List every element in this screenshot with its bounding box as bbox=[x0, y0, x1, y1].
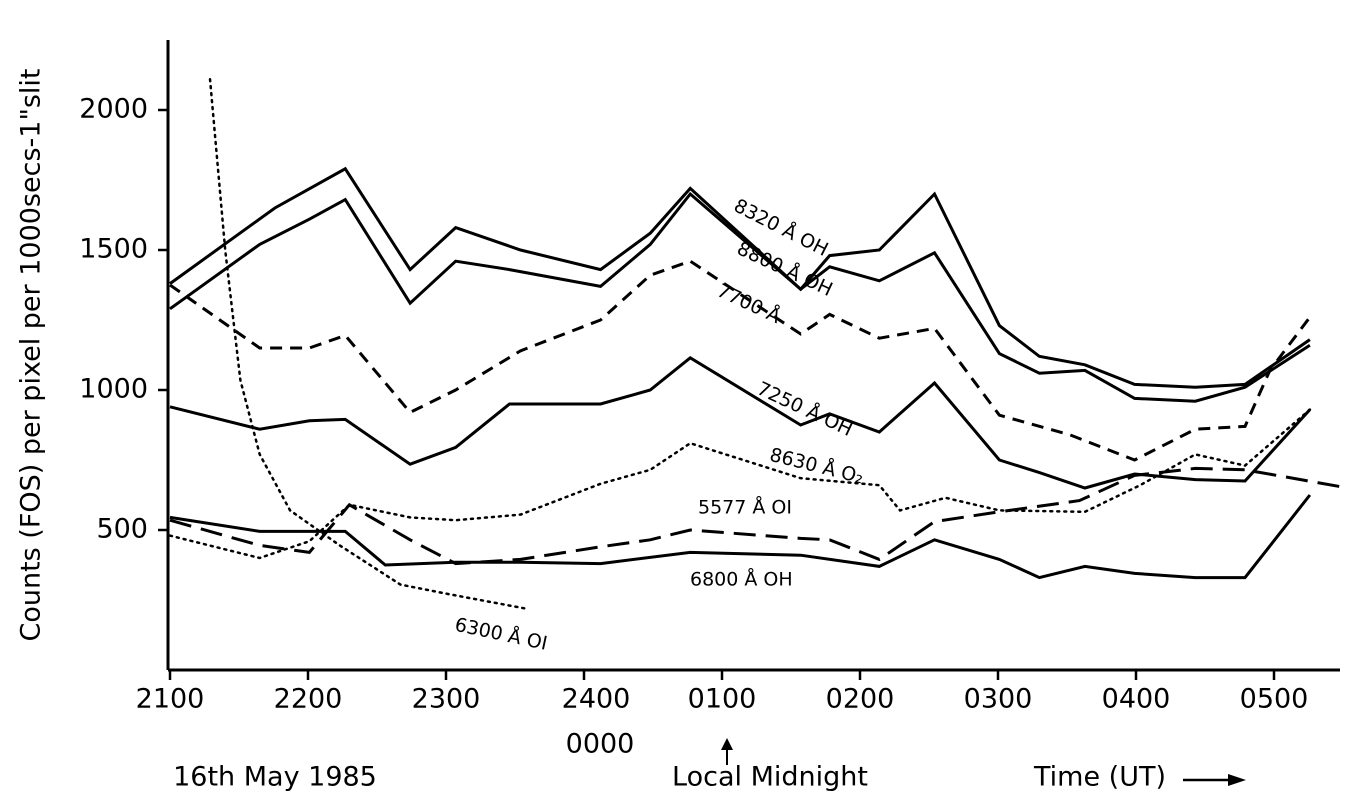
series-label: 6300 Å OI bbox=[453, 613, 550, 655]
series-line bbox=[169, 166, 1311, 389]
annotation: 16th May 1985 bbox=[173, 762, 377, 793]
series-line bbox=[208, 77, 526, 610]
series-line bbox=[169, 355, 1311, 490]
series-line bbox=[169, 466, 1341, 566]
x-tick-label: 2200 bbox=[274, 684, 343, 715]
series-label: 7250 Å OH bbox=[754, 377, 857, 441]
y-tick-label: 2000 bbox=[79, 94, 148, 125]
time-arrowhead bbox=[1228, 774, 1246, 786]
x-tick-label: 0100 bbox=[688, 684, 757, 715]
annotation: Time (UT) bbox=[1033, 762, 1166, 793]
series-label: 5577 Å OI bbox=[698, 496, 792, 519]
series-label: 6800 Å OH bbox=[690, 568, 793, 591]
midnight-arrowhead bbox=[721, 738, 733, 750]
x-tick-label: 2100 bbox=[136, 684, 205, 715]
x-tick-label: 0500 bbox=[1240, 684, 1309, 715]
annotation: 0000 bbox=[566, 729, 635, 760]
y-axis-label: Counts (FOS) per pixel per 1000secs-1"sl… bbox=[16, 68, 47, 641]
series-label: 7700 Å bbox=[714, 279, 785, 328]
x-tick-label: 0400 bbox=[1102, 684, 1171, 715]
x-tick-label: 2300 bbox=[412, 684, 481, 715]
x-tick-label: 0200 bbox=[826, 684, 895, 715]
series-line bbox=[168, 408, 1312, 560]
y-tick-label: 1500 bbox=[79, 234, 148, 265]
x-tick-label: 0300 bbox=[964, 684, 1033, 715]
annotation: Local Midnight bbox=[672, 762, 868, 793]
series-line bbox=[169, 259, 1312, 462]
series-label: 8630 Å O₂ bbox=[767, 443, 866, 489]
series-line bbox=[169, 191, 1311, 403]
x-tick-label: 2400 bbox=[562, 684, 631, 715]
y-tick-label: 500 bbox=[96, 514, 148, 545]
series-line bbox=[169, 494, 1312, 580]
y-tick-label: 1000 bbox=[79, 374, 148, 405]
